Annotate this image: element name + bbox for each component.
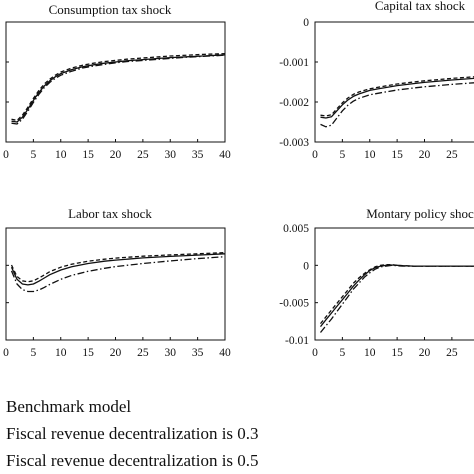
x-tick-label: 0	[312, 347, 318, 359]
x-tick-label: 20	[110, 149, 122, 161]
x-tick-label: 30	[165, 149, 177, 161]
panel-title: Consumption tax shock	[49, 2, 172, 17]
legend-item-decentralization-0-5: Fiscal revenue decentralization is 0.5	[6, 451, 259, 471]
series-group	[319, 263, 474, 333]
series-line-dashed	[320, 76, 474, 117]
x-tick-label: 5	[340, 149, 346, 161]
plot-frame	[314, 227, 474, 341]
x-tick-label: 20	[419, 149, 431, 161]
x-tick-label: 0	[312, 149, 318, 161]
series-line-solid	[10, 253, 225, 286]
x-tick-label: 20	[110, 347, 122, 359]
series-group	[11, 52, 225, 125]
x-tick-label: 10	[55, 347, 67, 359]
x-tick-label: 25	[446, 347, 458, 359]
x-tick-label: 25	[137, 149, 149, 161]
x-tick-label: 0	[3, 149, 9, 161]
x-tick-label: 5	[340, 347, 346, 359]
y-tick-label: -0.001	[279, 57, 309, 69]
x-tick-label: 30	[165, 347, 177, 359]
x-tick-label: 40	[219, 149, 231, 161]
series-group	[320, 76, 474, 128]
plot-frame	[5, 227, 226, 341]
x-tick-label: 10	[55, 149, 67, 161]
x-tick-label: 15	[82, 347, 94, 359]
y-tick-label: -0.01	[285, 335, 309, 347]
legend-item-benchmark: Benchmark model	[6, 397, 131, 417]
panel-title: Montary policy shoc	[366, 206, 474, 221]
x-tick-label: 10	[364, 347, 376, 359]
series-group	[10, 251, 225, 293]
y-tick-label: 0.005	[283, 223, 309, 235]
x-tick-label: 10	[364, 149, 376, 161]
x-tick-label: 5	[31, 149, 37, 161]
legend-label-decentralization-0-3: Fiscal revenue decentralization is 0.3	[6, 424, 259, 443]
panel-1: Consumption tax shock 0 5 10 15 20 25 30 35 40	[3, 2, 231, 161]
panel-title: Labor tax shock	[68, 206, 152, 221]
plot-frame	[314, 21, 474, 143]
x-tick-label: 35	[192, 149, 204, 161]
y-tick-label: -0.005	[279, 298, 309, 310]
series-line-solid	[11, 54, 225, 123]
series-line-dashdot	[319, 264, 474, 333]
series-line-solid	[319, 264, 474, 328]
series-line-dashed	[11, 52, 225, 122]
panel-2: Capital tax shock 0 5 10 15 20 25 0 -0.001 -0.002…	[279, 0, 474, 161]
panel-title: Capital tax shock	[375, 0, 466, 13]
legend-item-decentralization-0-3: Fiscal revenue decentralization is 0.3	[6, 424, 259, 444]
series-line-solid	[320, 77, 474, 119]
panel-4: Montary policy shoc 0 5 10 15 20 25 0.005 0 -0.00…	[279, 206, 474, 359]
y-tick-label: 0	[303, 260, 309, 272]
y-tick-label: -0.003	[279, 137, 309, 149]
x-tick-label: 0	[3, 347, 9, 359]
series-line-dashdot	[320, 82, 474, 128]
legend-label-decentralization-0-5: Fiscal revenue decentralization is 0.5	[6, 451, 259, 470]
series-line-dashdot	[11, 54, 225, 125]
x-tick-label: 15	[391, 347, 403, 359]
x-tick-label: 15	[391, 149, 403, 161]
series-line-dashed	[10, 251, 225, 283]
legend-label-benchmark: Benchmark model	[6, 397, 132, 416]
y-tick-label: -0.002	[279, 97, 309, 109]
plot-frame	[5, 21, 226, 143]
x-tick-label: 40	[219, 347, 231, 359]
x-tick-label: 5	[31, 347, 37, 359]
x-tick-label: 25	[446, 149, 458, 161]
x-tick-label: 15	[82, 149, 94, 161]
x-tick-label: 35	[192, 347, 204, 359]
series-line-dashed	[319, 263, 474, 325]
x-tick-label: 25	[137, 347, 149, 359]
panel-3: Labor tax shock 0 5 10 15 20 25 30 35 40	[3, 206, 231, 359]
y-tick-label: 0	[303, 17, 309, 29]
series-line-dashdot	[10, 256, 225, 293]
x-tick-label: 20	[419, 347, 431, 359]
